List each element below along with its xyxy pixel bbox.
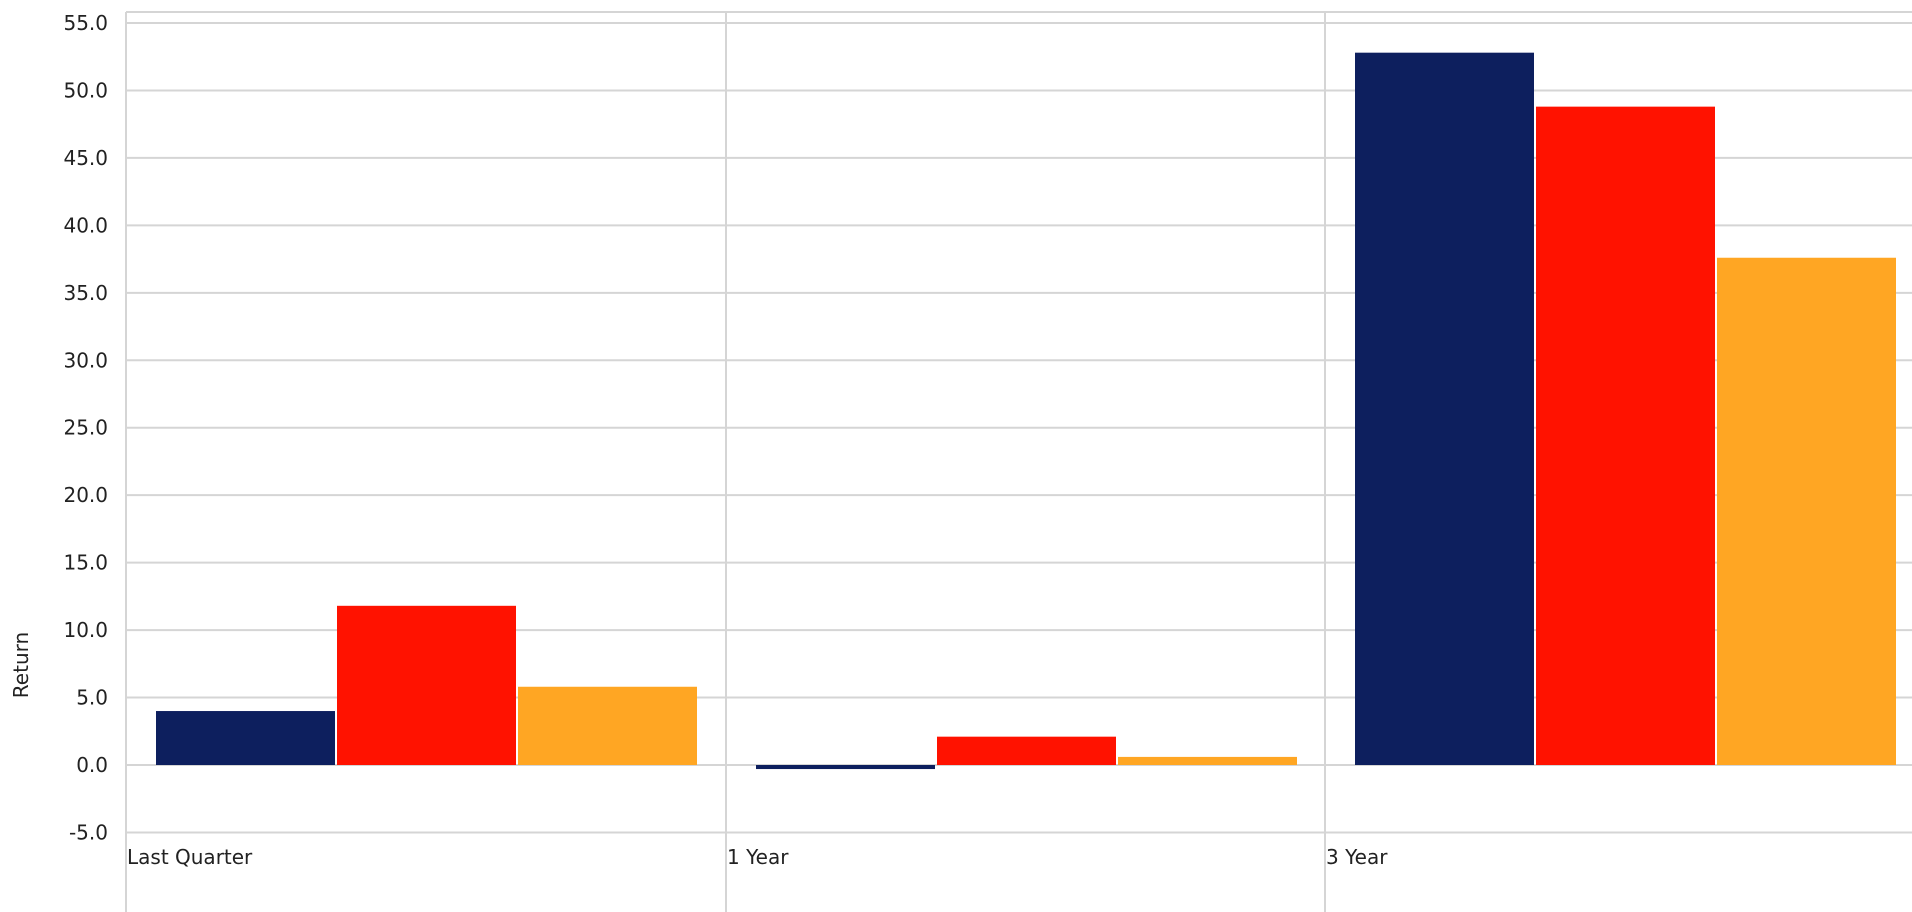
bars (156, 52, 1896, 770)
bar-1-year-series-1 (756, 765, 935, 770)
y-tick-label: 5.0 (76, 686, 108, 710)
y-tick-label: 30.0 (63, 348, 108, 372)
y-tick-label: 15.0 (63, 551, 108, 575)
bar-last-quarter-series-3 (518, 686, 697, 765)
bar-3-year-series-3 (1717, 257, 1896, 765)
y-tick-label: 55.0 (63, 11, 108, 35)
y-tick-label: 45.0 (63, 146, 108, 170)
y-tick-label: -5.0 (69, 820, 108, 844)
y-tick-label: 25.0 (63, 416, 108, 440)
y-tick-label: 35.0 (63, 281, 108, 305)
bar-3-year-series-2 (1536, 106, 1715, 766)
y-tick-label: 50.0 (63, 78, 108, 102)
category-label: 1 Year (727, 845, 789, 869)
bar-3-year-series-1 (1355, 52, 1534, 766)
y-tick-labels: 55.0 50.0 45.0 40.0 35.0 30.0 25.0 20.0 15.0 10.0… (63, 11, 108, 844)
y-tick-label: 10.0 (63, 618, 108, 642)
category-label: Last Quarter (127, 845, 253, 869)
bar-last-quarter-series-2 (337, 605, 516, 765)
bar-1-year-series-3 (1118, 756, 1297, 765)
bar-1-year-series-2 (937, 736, 1116, 765)
bar-last-quarter-series-1 (156, 711, 335, 765)
category-labels: Last Quarter 1 Year 3 Year (127, 845, 1388, 869)
y-tick-label: 20.0 (63, 483, 108, 507)
category-label: 3 Year (1326, 845, 1388, 869)
y-tick-label: 40.0 (63, 213, 108, 237)
y-axis-title: Return (9, 632, 33, 698)
y-tick-label: 0.0 (76, 753, 108, 777)
